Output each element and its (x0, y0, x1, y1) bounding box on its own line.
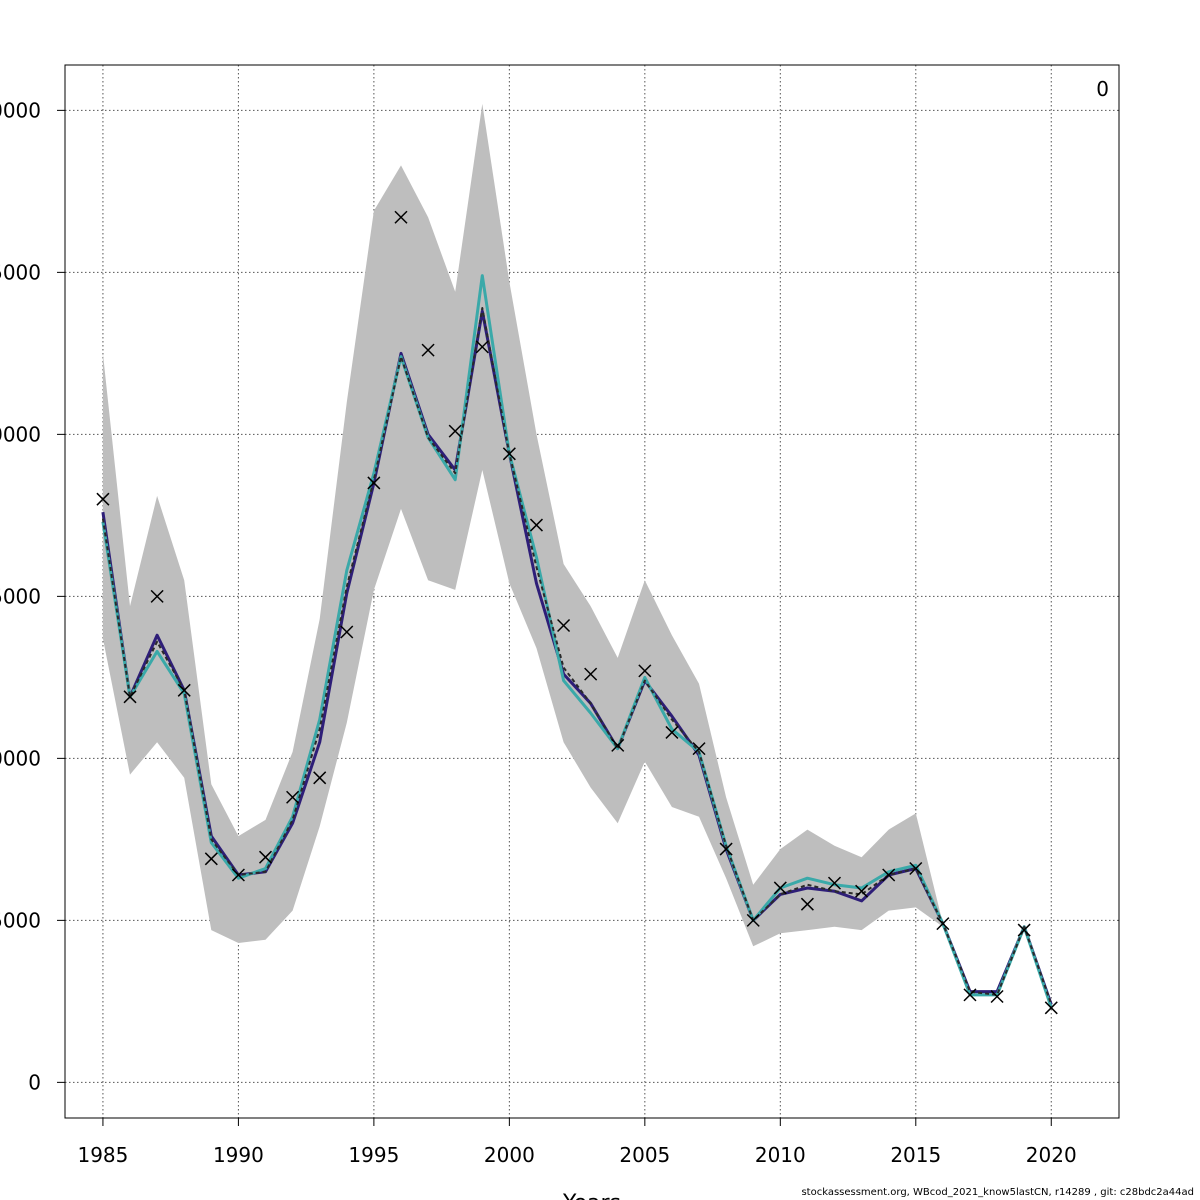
observation-markers (96, 210, 1058, 1015)
observation-mark-stroke (611, 738, 625, 752)
observation-point (475, 340, 489, 354)
observation-point (800, 897, 814, 911)
observation-point (502, 447, 516, 461)
x-axis-label: Years (562, 1191, 621, 1200)
observation-point (421, 343, 435, 357)
y-tick-label: 0 (28, 1070, 41, 1094)
observation-mark-stroke (584, 667, 598, 681)
confidence-band (102, 103, 1052, 1008)
observation-mark-stroke (800, 897, 814, 911)
observation-point (286, 790, 300, 804)
observation-point (1017, 923, 1031, 937)
observation-mark-stroke (990, 989, 1004, 1004)
x-tick-label: 2020 (1026, 1143, 1077, 1167)
observation-point (665, 725, 679, 739)
observation-point (204, 852, 218, 866)
observation-point (394, 210, 408, 224)
observation-mark-stroke (231, 868, 245, 882)
series-line-3 (101, 307, 1053, 1005)
x-tick-label: 2005 (619, 1143, 670, 1167)
observation-mark-stroke (692, 742, 706, 756)
observation-point (231, 868, 245, 882)
observation-mark-stroke (177, 683, 191, 697)
x-tick-label: 1990 (213, 1143, 264, 1167)
observation-mark-stroke (286, 790, 300, 804)
x-tick-label: 2010 (755, 1143, 806, 1167)
y-tick-label: 15000 (0, 584, 41, 608)
observation-mark-stroke (1017, 923, 1031, 937)
observation-point (557, 618, 571, 633)
observation-mark-stroke (394, 210, 408, 224)
y-tick-label: 25000 (0, 260, 41, 284)
observation-mark-stroke (340, 625, 354, 639)
observation-point (773, 881, 787, 895)
observation-point (258, 850, 273, 864)
observation-point (150, 589, 164, 603)
observation-mark-stroke (909, 861, 923, 876)
observation-mark-stroke (204, 852, 218, 866)
y-tick-label: 10000 (0, 746, 41, 770)
observation-point (936, 917, 950, 931)
observation-point (990, 989, 1004, 1004)
observation-mark-stroke (827, 876, 842, 890)
observation-mark-stroke (746, 913, 760, 927)
observation-point (1044, 1001, 1058, 1015)
observation-mark-stroke (502, 447, 516, 461)
x-axis: 1985 1990 1995 2000 2005 2010 2015 2020 (77, 1118, 1077, 1167)
grid-lines (65, 65, 1119, 1118)
y-tick-label: 5000 (0, 908, 41, 932)
observation-point (529, 518, 543, 532)
observation-point (719, 842, 733, 856)
plot-frame (64, 64, 1120, 1119)
observation-mark-stroke (936, 917, 950, 931)
x-tick-label: 2015 (890, 1143, 941, 1167)
observation-mark-stroke (1044, 1001, 1058, 1015)
observation-point (638, 664, 652, 678)
observation-point (123, 690, 137, 704)
observation-mark-stroke (665, 725, 679, 739)
observation-mark-stroke (448, 424, 462, 438)
observation-point (963, 988, 977, 1002)
observation-mark-stroke (150, 589, 164, 603)
x-tick-label: 1995 (348, 1143, 399, 1167)
observation-point (313, 771, 327, 785)
corner-label: 0 (1096, 77, 1109, 101)
footer-credit: stockassessment.org, WBcod_2021_know5las… (801, 1187, 1194, 1198)
observation-point (827, 876, 842, 890)
observation-mark-stroke (529, 518, 543, 532)
observation-point (584, 667, 598, 681)
observation-point (611, 738, 625, 752)
observation-mark-stroke (773, 881, 787, 895)
observation-point (448, 424, 462, 438)
observation-mark-stroke (855, 884, 869, 898)
observation-mark-stroke (557, 618, 571, 633)
observation-mark-stroke (313, 771, 327, 785)
observation-mark-stroke (96, 492, 110, 506)
observation-point (177, 683, 191, 697)
observation-point (692, 742, 706, 756)
observation-point (882, 868, 896, 882)
observation-point (746, 913, 760, 927)
observation-point (367, 476, 381, 490)
y-tick-label: 30000 (0, 98, 41, 122)
observation-mark-stroke (719, 842, 733, 856)
x-tick-label: 1985 (77, 1143, 128, 1167)
observation-mark-stroke (258, 850, 273, 864)
observation-point (855, 884, 869, 898)
observation-mark-stroke (367, 476, 381, 490)
confidence-band-area (102, 103, 1052, 1008)
observation-mark-stroke (475, 340, 489, 354)
observation-point (340, 625, 354, 639)
observation-point (909, 861, 923, 876)
x-tick-label: 2000 (484, 1143, 535, 1167)
observation-mark-stroke (882, 868, 896, 882)
observation-mark-stroke (421, 343, 435, 357)
observation-mark-stroke (638, 664, 652, 678)
observation-point (96, 492, 110, 506)
observation-mark-stroke (123, 690, 137, 704)
observation-mark-stroke (963, 988, 977, 1002)
